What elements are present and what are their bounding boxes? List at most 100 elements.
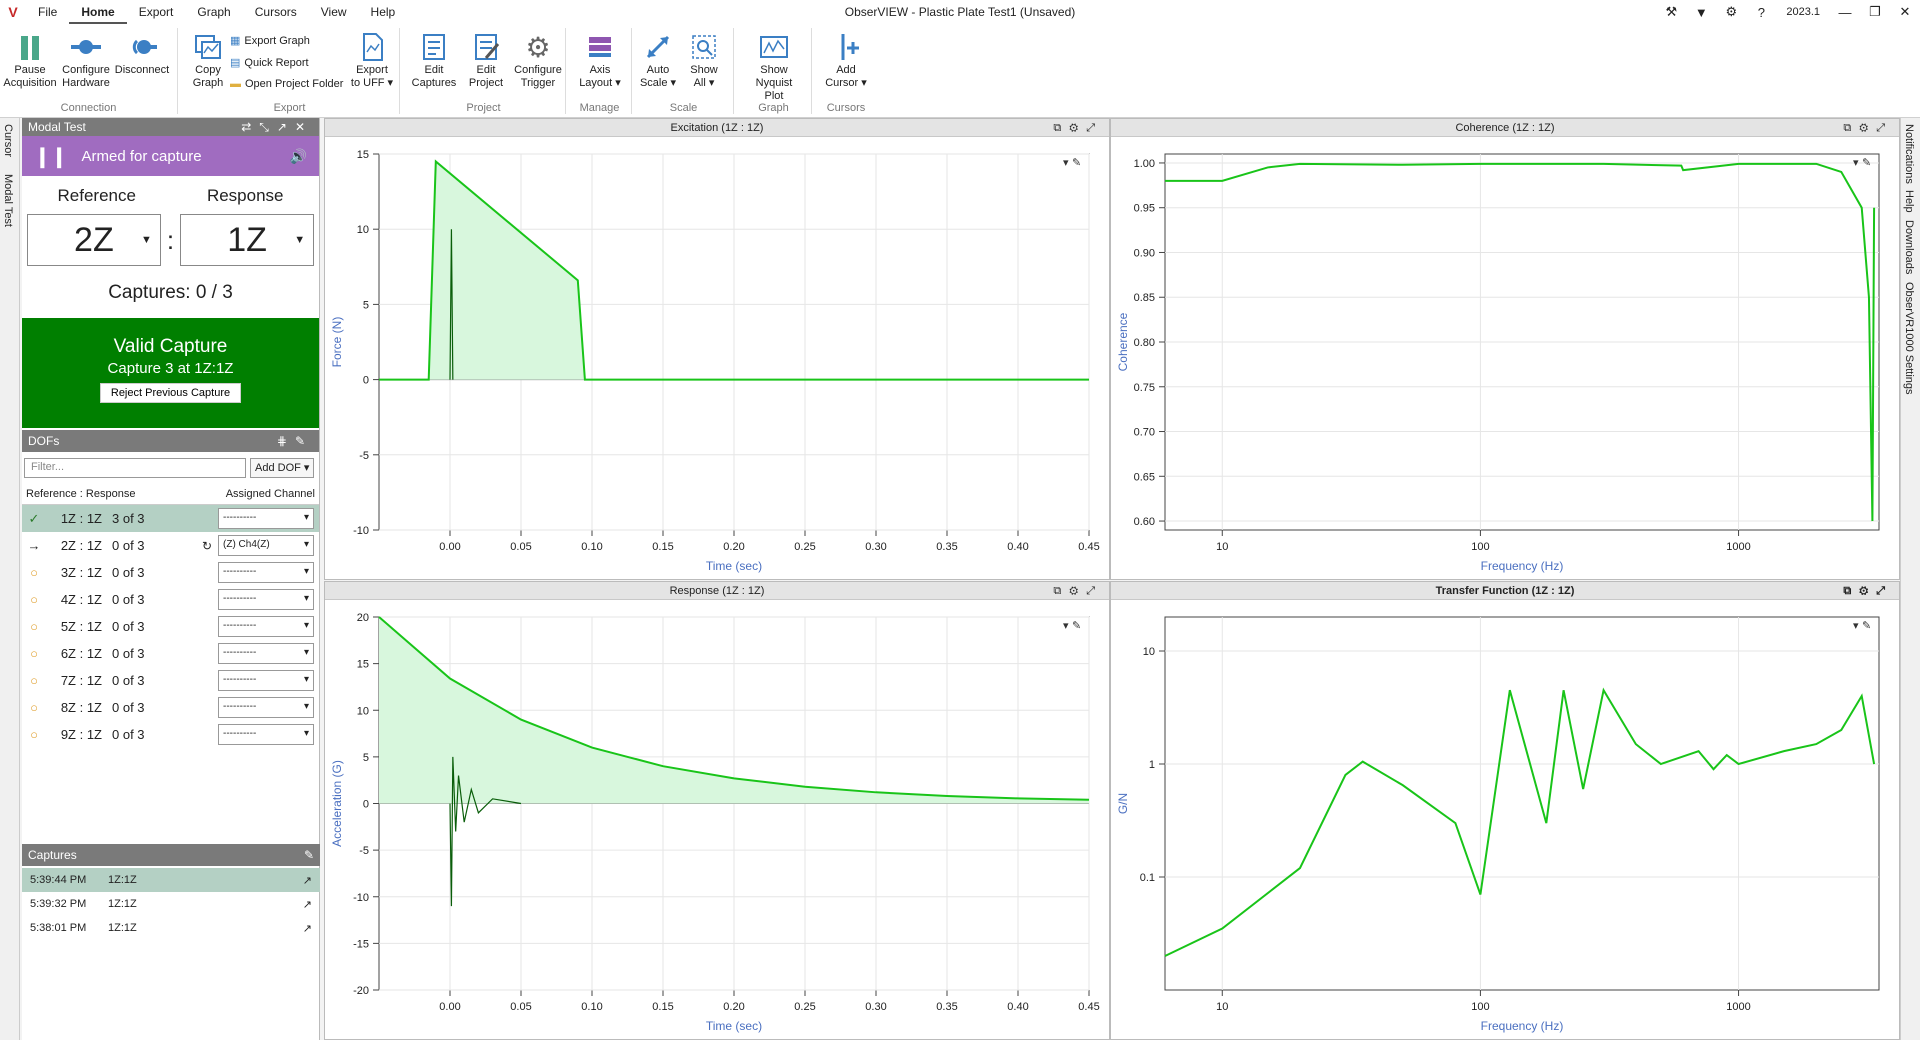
expand-icon[interactable]: ⤢	[1876, 585, 1893, 597]
gear-icon[interactable]: ⚙	[1069, 585, 1087, 597]
gear-icon[interactable]: ⚙	[1725, 4, 1738, 19]
dof-row[interactable]: ○ 6Z : 1Z 0 of 3 ---------- ▾	[22, 640, 319, 667]
tab-downloads[interactable]: Downloads	[1903, 220, 1915, 275]
dof-row[interactable]: ○ 3Z : 1Z 0 of 3 ---------- ▾	[22, 559, 319, 586]
add-cursor-button[interactable]: Add Cursor ▾	[818, 30, 874, 90]
edit-project-button[interactable]: Edit Project	[458, 30, 514, 90]
collapse-icon[interactable]: ⤡	[259, 119, 277, 134]
open-capture-icon[interactable]: ↗	[302, 874, 312, 887]
excitation-graph[interactable]: Excitation (1Z : 1Z) ⧉⚙⤢ 0.00 0.05 0.10 0.15…	[324, 118, 1110, 580]
swap-icon[interactable]: ⇄	[241, 119, 260, 134]
show-nyquist-plot-button[interactable]: Show Nyquist Plot	[746, 30, 802, 103]
series-line[interactable]	[378, 616, 1090, 801]
series-line[interactable]	[1164, 687, 1876, 957]
axis-layout-button[interactable]: Axis Layout ▾	[572, 30, 628, 90]
assigned-channel-select[interactable]: ---------- ▾	[218, 508, 314, 529]
dof-row[interactable]: ○ 4Z : 1Z 0 of 3 ---------- ▾	[22, 586, 319, 613]
graph-options-icon[interactable]: ▾ ✎	[1063, 156, 1081, 169]
pause-acquisition-button[interactable]: Pause Acquisition	[2, 30, 58, 90]
assigned-channel-select[interactable]: ---------- ▾	[218, 562, 314, 583]
series-line[interactable]	[449, 229, 454, 380]
add-dof-button[interactable]: Add DOF ▾	[250, 458, 315, 478]
speaker-icon[interactable]: 🔊	[289, 147, 307, 164]
copy-icon[interactable]: ⧉	[1843, 122, 1860, 134]
response-select[interactable]: 1Z ▼	[180, 214, 315, 266]
configure-hardware-button[interactable]: Configure Hardware	[58, 30, 114, 90]
tab-help[interactable]: Help	[1903, 190, 1915, 213]
restore-icon[interactable]: ❐	[1869, 4, 1881, 19]
assigned-channel-select[interactable]: ---------- ▾	[218, 724, 314, 745]
dof-row[interactable]: ○ 8Z : 1Z 0 of 3 ---------- ▾	[22, 694, 319, 721]
close-icon[interactable]: ✕	[1899, 4, 1911, 19]
coherence-graph[interactable]: Coherence (1Z : 1Z) ⧉⚙⤢ 10 100 1000 1.00 0.95…	[1110, 118, 1900, 580]
dof-row[interactable]: → 2Z : 1Z 0 of 3 ↻ (Z) Ch4(Z) ▾	[22, 532, 319, 559]
open-capture-icon[interactable]: ↗	[302, 898, 312, 911]
chart-svg[interactable]: 0.00 0.05 0.10 0.15 0.20 0.25 0.30 0.35 0.40 0.45…	[325, 601, 1109, 1038]
expand-icon[interactable]: ⤢	[1876, 122, 1893, 134]
reference-select[interactable]: 2Z ▼	[26, 214, 161, 266]
export-graph-button[interactable]: ▦ Export Graph	[230, 34, 310, 48]
gear-icon[interactable]: ⚙	[1069, 122, 1087, 134]
menu-file[interactable]: File	[38, 5, 58, 19]
graph-options-icon[interactable]: ▾ ✎	[1853, 619, 1871, 632]
assigned-channel-select[interactable]: (Z) Ch4(Z) ▾	[218, 535, 314, 556]
menu-export[interactable]: Export	[138, 5, 174, 19]
auto-scale-button[interactable]: Auto Scale ▾	[630, 30, 686, 90]
minimize-icon[interactable]: —	[1838, 4, 1852, 20]
assigned-channel-select[interactable]: ---------- ▾	[218, 589, 314, 610]
response-graph[interactable]: Response (1Z : 1Z) ⧉⚙⤢ 0.00 0.05 0.10 0.15 0.…	[324, 581, 1110, 1040]
configure-trigger-button[interactable]: ⚙ Configure Trigger	[514, 31, 562, 90]
series-line[interactable]	[379, 159, 1089, 381]
filter-icon[interactable]: ▼	[1694, 4, 1708, 20]
expand-icon[interactable]: ⤢	[1086, 122, 1103, 134]
menu-home[interactable]: Home	[69, 0, 127, 24]
assigned-channel-select[interactable]: ---------- ▾	[218, 643, 314, 664]
dof-filter-input[interactable]: Filter...	[24, 458, 246, 478]
tools-icon[interactable]: ⚒	[1665, 4, 1678, 19]
chart-svg[interactable]: 10 100 1000 1.00 0.95 0.90 0.85 0.80 0.75 0.70 0.6…	[1111, 138, 1899, 578]
series-line[interactable]	[1165, 162, 1876, 522]
copy-icon[interactable]: ⧉	[1843, 585, 1860, 597]
menu-cursors[interactable]: Cursors	[254, 5, 297, 19]
capture-row[interactable]: 5:39:32 PM 1Z:1Z ↗	[22, 892, 320, 916]
export-uff-button[interactable]: Export to UFF ▾	[344, 30, 400, 90]
copy-icon[interactable]: ⧉	[1053, 585, 1070, 597]
assigned-channel-select[interactable]: ---------- ▾	[218, 616, 314, 637]
dof-row[interactable]: ○ 5Z : 1Z 0 of 3 ---------- ▾	[22, 613, 319, 640]
transfer-function-graph[interactable]: Transfer Function (1Z : 1Z) ⧉⚙⤢ 10 100 1000…	[1110, 581, 1900, 1040]
edit-captures-button[interactable]: Edit Captures	[406, 30, 462, 90]
copy-graph-button[interactable]: Copy Graph	[180, 30, 236, 90]
dof-row[interactable]: ✓ 1Z : 1Z 3 of 3 ---------- ▾	[22, 505, 319, 532]
menu-graph[interactable]: Graph	[197, 5, 231, 19]
tab-settings[interactable]: ObserVR1000 Settings	[1903, 282, 1915, 395]
gear-icon[interactable]: ⚙	[1859, 585, 1877, 597]
quick-report-button[interactable]: ▤ Quick Report	[230, 56, 309, 70]
help-icon[interactable]: ?	[1757, 4, 1765, 20]
graph-options-icon[interactable]: ▾ ✎	[1853, 156, 1871, 169]
graph-options-icon[interactable]: ▾ ✎	[1063, 619, 1081, 632]
edit-pencil-icon[interactable]: ✎	[294, 434, 313, 448]
gear-icon[interactable]: ⚙	[1859, 122, 1877, 134]
capture-row[interactable]: 5:39:44 PM 1Z:1Z ↗	[22, 868, 320, 892]
chart-svg[interactable]: 0.00 0.05 0.10 0.15 0.20 0.25 0.30 0.35 0.40 0.45…	[325, 138, 1109, 578]
tab-notifications[interactable]: Notifications	[1903, 124, 1915, 184]
assigned-channel-select[interactable]: ---------- ▾	[218, 670, 314, 691]
close-panel-icon[interactable]: ✕	[294, 119, 313, 134]
dof-row[interactable]: ○ 7Z : 1Z 0 of 3 ---------- ▾	[22, 667, 319, 694]
grid-icon[interactable]: ⋕	[276, 434, 295, 448]
capture-row[interactable]: 5:38:01 PM 1Z:1Z ↗	[22, 916, 320, 940]
dof-row[interactable]: ○ 9Z : 1Z 0 of 3 ---------- ▾	[22, 721, 319, 748]
tab-cursor[interactable]: Cursor	[2, 124, 14, 158]
popout-icon[interactable]: ↗	[276, 119, 295, 134]
expand-icon[interactable]: ⤢	[1086, 585, 1103, 597]
series-line[interactable]	[449, 756, 522, 907]
rotate-icon[interactable]: ↻	[202, 538, 213, 553]
edit-pencil-icon[interactable]: ✎	[303, 848, 314, 862]
tab-modal-test[interactable]: Modal Test	[2, 174, 14, 227]
menu-view[interactable]: View	[320, 5, 347, 19]
open-capture-icon[interactable]: ↗	[302, 922, 312, 935]
pause-armed-icon[interactable]: ❙❙	[34, 145, 68, 168]
chart-svg[interactable]: 10 100 1000 10 1 0.1 Frequency (Hz) G/N ▾ ✎	[1111, 601, 1899, 1038]
reject-previous-capture-button[interactable]: Reject Previous Capture	[99, 383, 242, 403]
menu-help[interactable]: Help	[370, 5, 396, 19]
